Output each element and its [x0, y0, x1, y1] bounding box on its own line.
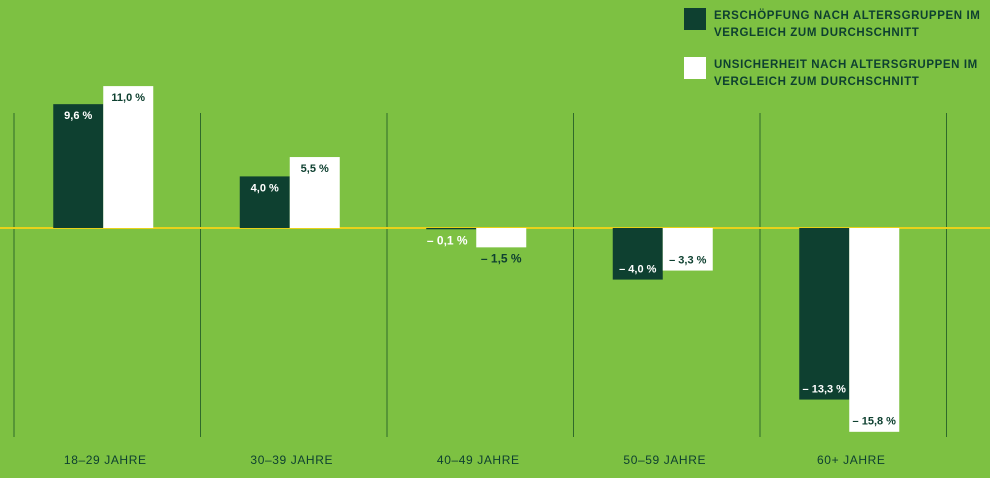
legend-item: UNSICHERHEIT NACH ALTERSGRUPPEN IM VERGL… — [684, 57, 989, 91]
bar — [662, 228, 713, 271]
bar — [476, 228, 527, 248]
legend-label: UNSICHERHEIT NACH ALTERSGRUPPEN IM VERGL… — [714, 59, 978, 88]
x-tick-label: 60+ JAHRE — [817, 453, 885, 467]
data-label: – 1,5 % — [481, 252, 522, 266]
x-tick-label: 30–39 JAHRE — [250, 453, 333, 467]
bar — [799, 228, 850, 400]
bar — [289, 157, 340, 228]
data-label: 5,5 % — [301, 163, 329, 175]
bar — [53, 104, 104, 228]
data-label: – 3,3 % — [669, 254, 707, 266]
data-label: – 4,0 % — [619, 264, 657, 276]
legend-label: ERSCHÖPFUNG NACH ALTERSGRUPPEN IM VERGLE… — [714, 10, 981, 39]
data-label: 9,6 % — [64, 110, 92, 122]
x-tick-label: 18–29 JAHRE — [64, 453, 147, 467]
bar — [103, 86, 154, 228]
x-tick-label: 40–49 JAHRE — [437, 453, 520, 467]
legend-swatch — [684, 57, 706, 79]
data-label: – 0,1 % — [427, 233, 468, 247]
legend-swatch — [684, 8, 706, 30]
data-label: 11,0 % — [111, 92, 145, 104]
bar — [239, 176, 290, 228]
legend-item: ERSCHÖPFUNG NACH ALTERSGRUPPEN IM VERGLE… — [684, 8, 989, 42]
data-label: 4,0 % — [251, 182, 279, 194]
bar — [612, 228, 663, 280]
x-tick-label: 50–59 JAHRE — [623, 453, 706, 467]
bar — [849, 228, 900, 432]
data-label: – 15,8 % — [853, 416, 897, 428]
data-label: – 13,3 % — [803, 383, 847, 395]
bar — [426, 228, 477, 230]
